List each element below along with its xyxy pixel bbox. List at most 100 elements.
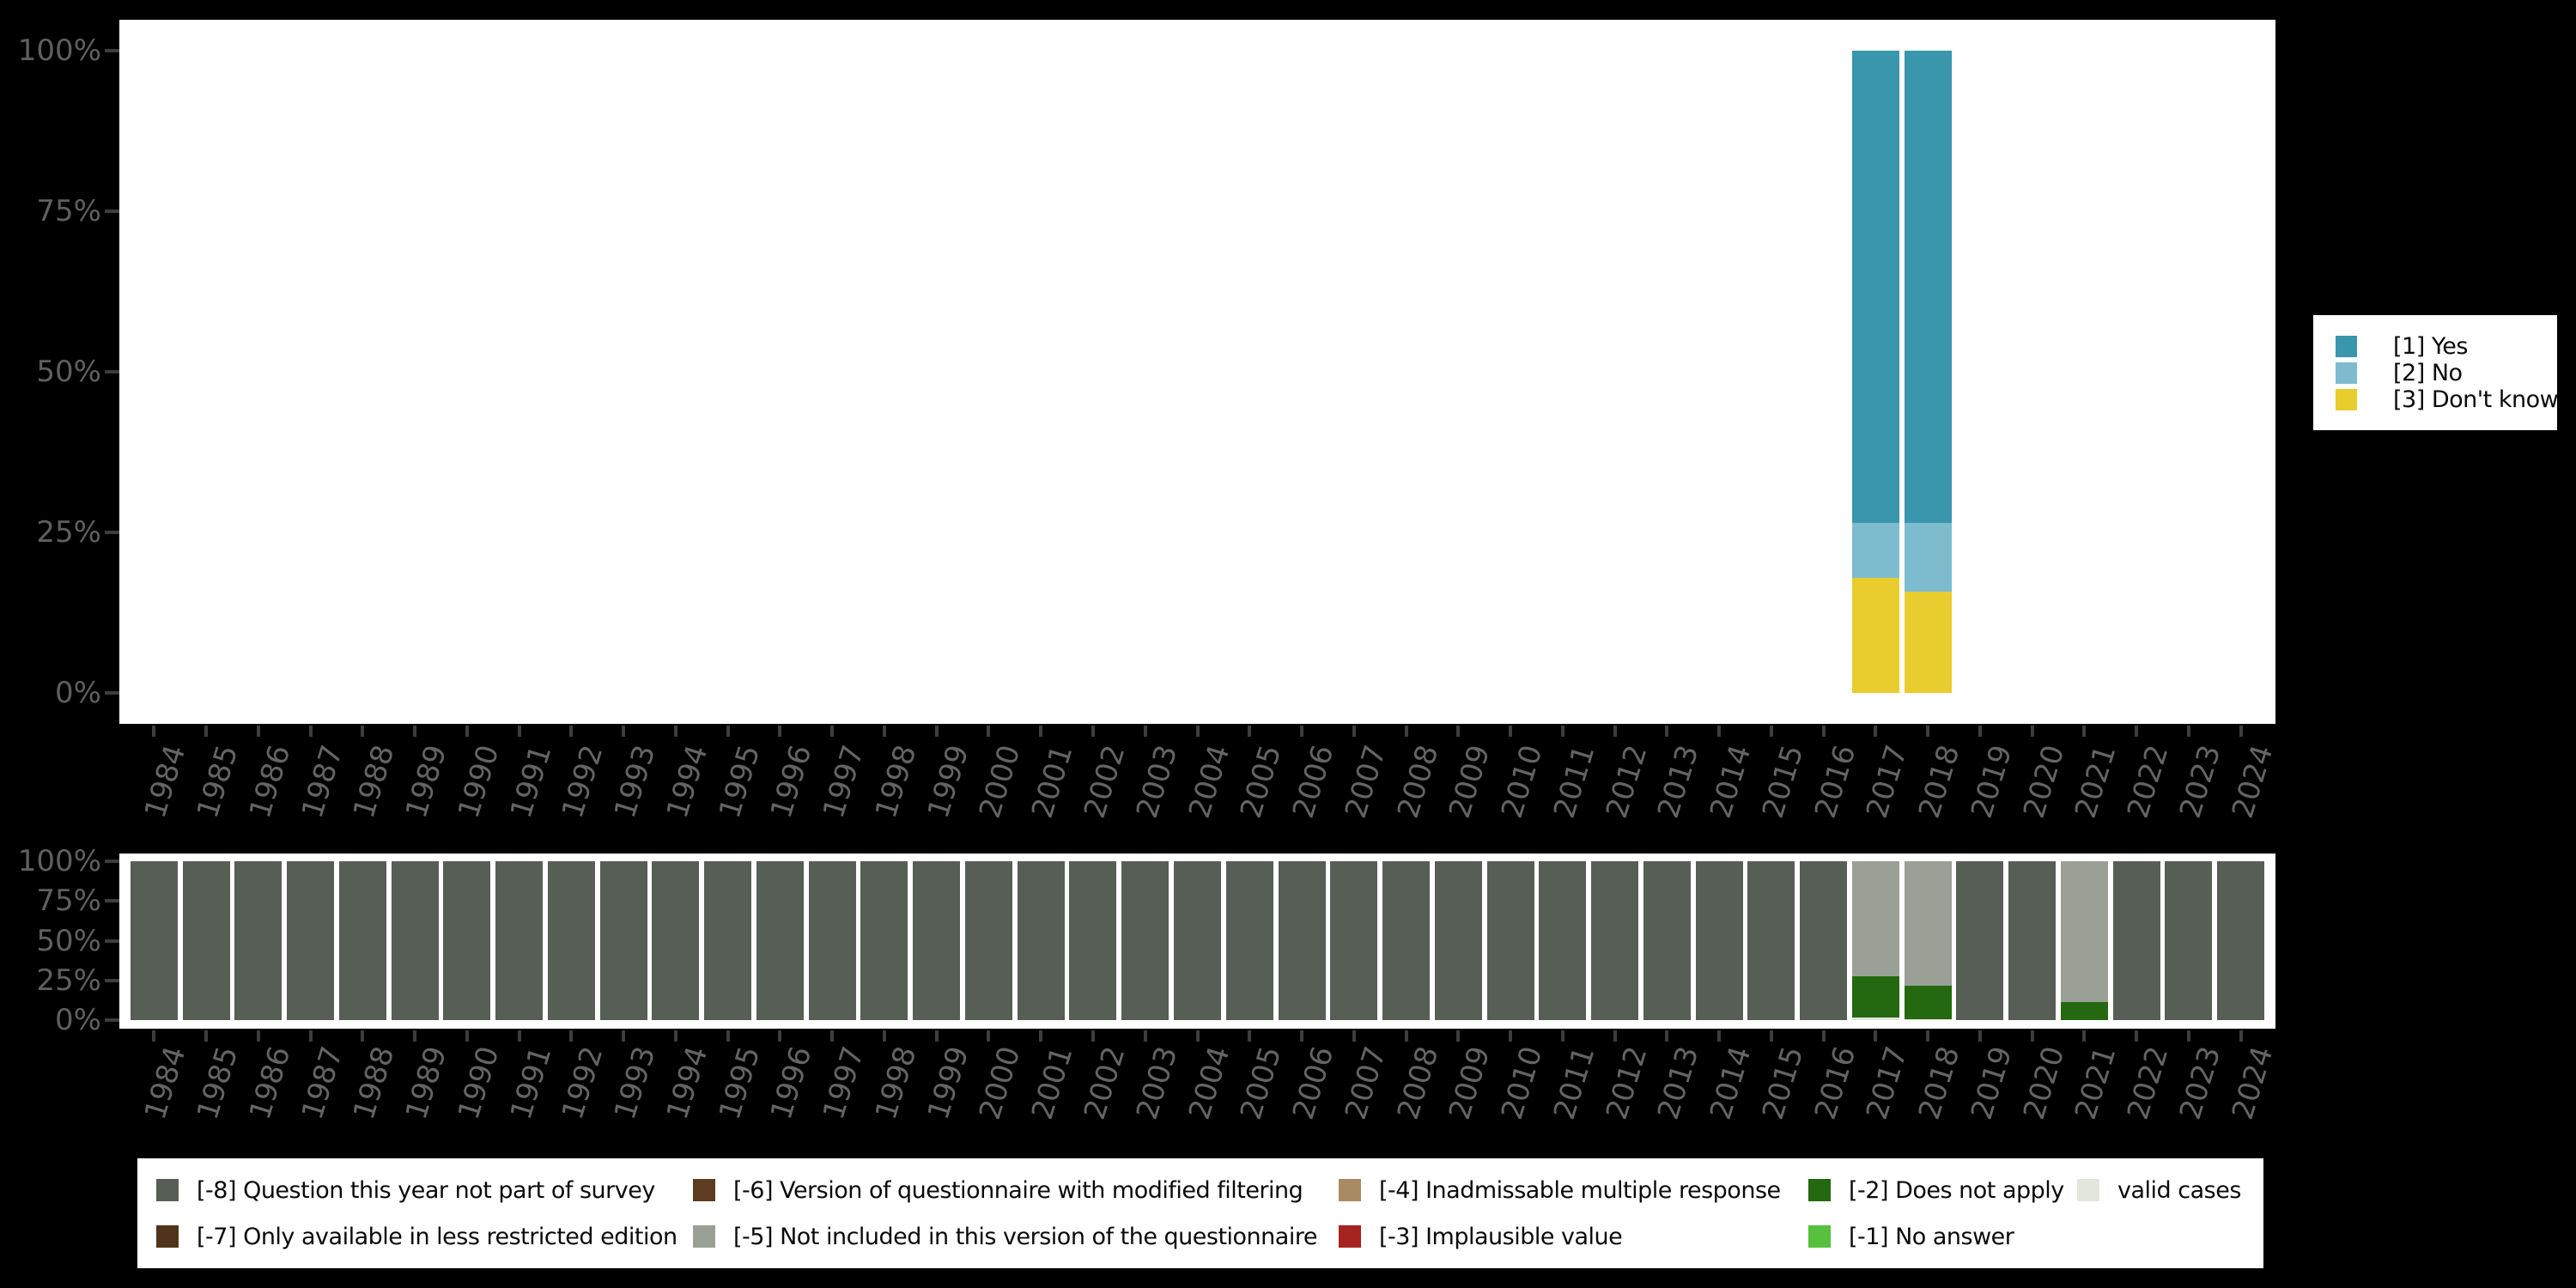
x-axis-tick [256,1030,260,1042]
legend-item: [-1] No answer [1808,1224,2014,1250]
legend-item: [-5] Not included in this version of the… [693,1223,1317,1250]
x-axis-tick [1248,1030,1252,1042]
bar-segment [2060,861,2108,1002]
legend-swatch [156,1179,179,1201]
x-axis-tick [1978,1030,1982,1042]
y-axis-tick [105,691,119,695]
bar-segment [1904,861,1952,987]
x-axis-tick [517,726,521,737]
legend-swatch [156,1225,179,1248]
x-axis-tick [1039,1030,1043,1042]
x-axis-tick [517,1030,521,1042]
x-axis-tick [152,1030,156,1042]
bar-segment [443,861,491,1020]
bar-segment [547,861,595,1020]
x-axis-tick [1456,1030,1461,1042]
bar-segment [1382,861,1431,1020]
x-axis-tick [569,726,574,737]
legend-swatch [2077,1179,2099,1201]
legend-label: [3] Don't know [2393,386,2559,413]
bar-segment [1225,861,1273,1020]
missing-values-legend: [-8] Question this year not part of surv… [137,1158,2263,1268]
legend-item: valid cases [2077,1177,2241,1204]
bar-segment [1851,861,1899,977]
y-axis-tick-label: 75% [36,194,101,228]
y-axis-tick-label: 50% [36,355,101,389]
bar-segment [808,861,856,1020]
bar-segment [2008,861,2057,1020]
x-axis-tick [1926,726,1930,737]
legend-label: [-6] Version of questionnaire with modif… [733,1176,1303,1204]
legend-item: [3] Don't know [2336,386,2559,413]
x-axis-tick [256,726,260,737]
legend-item: [-2] Does not apply [1808,1176,2064,1204]
bar-segment [1174,861,1221,1020]
x-axis-tick [465,726,469,737]
bar-segment [1800,861,1848,1020]
x-axis-tick [1665,726,1669,737]
bar-segment [2165,861,2213,1020]
legend-swatch [1339,1179,1361,1201]
answers-legend: [1] Yes [2] No [3] Don't know [2313,315,2559,430]
x-axis-tick [2186,1030,2190,1042]
x-axis-tick [987,726,991,737]
x-axis-tick [778,726,782,737]
y-axis-tick [105,978,119,982]
x-axis-tick [1509,726,1513,737]
x-axis-tick [1300,1030,1303,1042]
x-axis-tick [1769,726,1773,737]
y-axis-tick [105,370,119,374]
x-axis-tick [2239,726,2243,737]
x-axis-tick [987,1030,991,1042]
bar-segment [495,861,544,1020]
bar-segment [2112,861,2160,1020]
bar-segment [1278,861,1326,1020]
legend-swatch [1808,1179,1831,1201]
x-axis-tick [1091,726,1095,737]
x-axis-tick [2135,1030,2139,1042]
legend-swatch [1339,1225,1361,1248]
legend-swatch [693,1225,715,1248]
x-axis-tick [1613,726,1617,737]
legend-label: [-5] Not included in this version of the… [733,1223,1317,1250]
legend-label: [-7] Only available in less restricted e… [197,1223,677,1250]
x-axis-tick [1039,726,1043,737]
bar-segment [1904,986,1952,1020]
bar-segment [2060,1001,2108,1020]
x-axis-tick [308,726,313,737]
bar-segment [1330,861,1378,1020]
bar-segment [1069,861,1117,1020]
legend-label: [-2] Does not apply [1849,1176,2064,1204]
legend-label: [-4] Inadmissable multiple response [1379,1176,1781,1204]
bar-segment [1851,51,1899,523]
x-axis-tick [882,726,886,737]
x-axis-tick [1248,726,1252,737]
y-axis-tick [105,899,119,903]
x-axis-tick [2135,726,2139,737]
bar-segment [287,861,335,1020]
bar-segment [182,861,230,1020]
y-axis-tick [105,860,119,863]
bar-segment [704,861,752,1020]
x-axis-tick [1195,1030,1200,1042]
x-axis-tick [1560,1030,1564,1042]
x-axis-tick [934,726,939,737]
legend-swatch [2336,388,2357,410]
x-axis-tick [1717,726,1722,737]
bar-segment [913,861,961,1020]
x-axis-tick [830,726,835,737]
x-axis-tick [726,1030,730,1042]
x-axis-tick [1509,1030,1513,1042]
bar-segment [1434,861,1482,1020]
x-axis-tick [2082,726,2087,737]
x-axis-tick [673,726,677,737]
answers-chart-plot [119,20,2275,724]
x-axis-tick [1821,1030,1826,1042]
legend-label: [2] No [2393,359,2463,386]
x-axis-tick [413,1030,417,1042]
bar-segment [1904,51,1952,523]
x-axis-tick [1300,726,1303,737]
x-axis-tick [1821,726,1826,737]
legend-swatch [1808,1225,1831,1248]
